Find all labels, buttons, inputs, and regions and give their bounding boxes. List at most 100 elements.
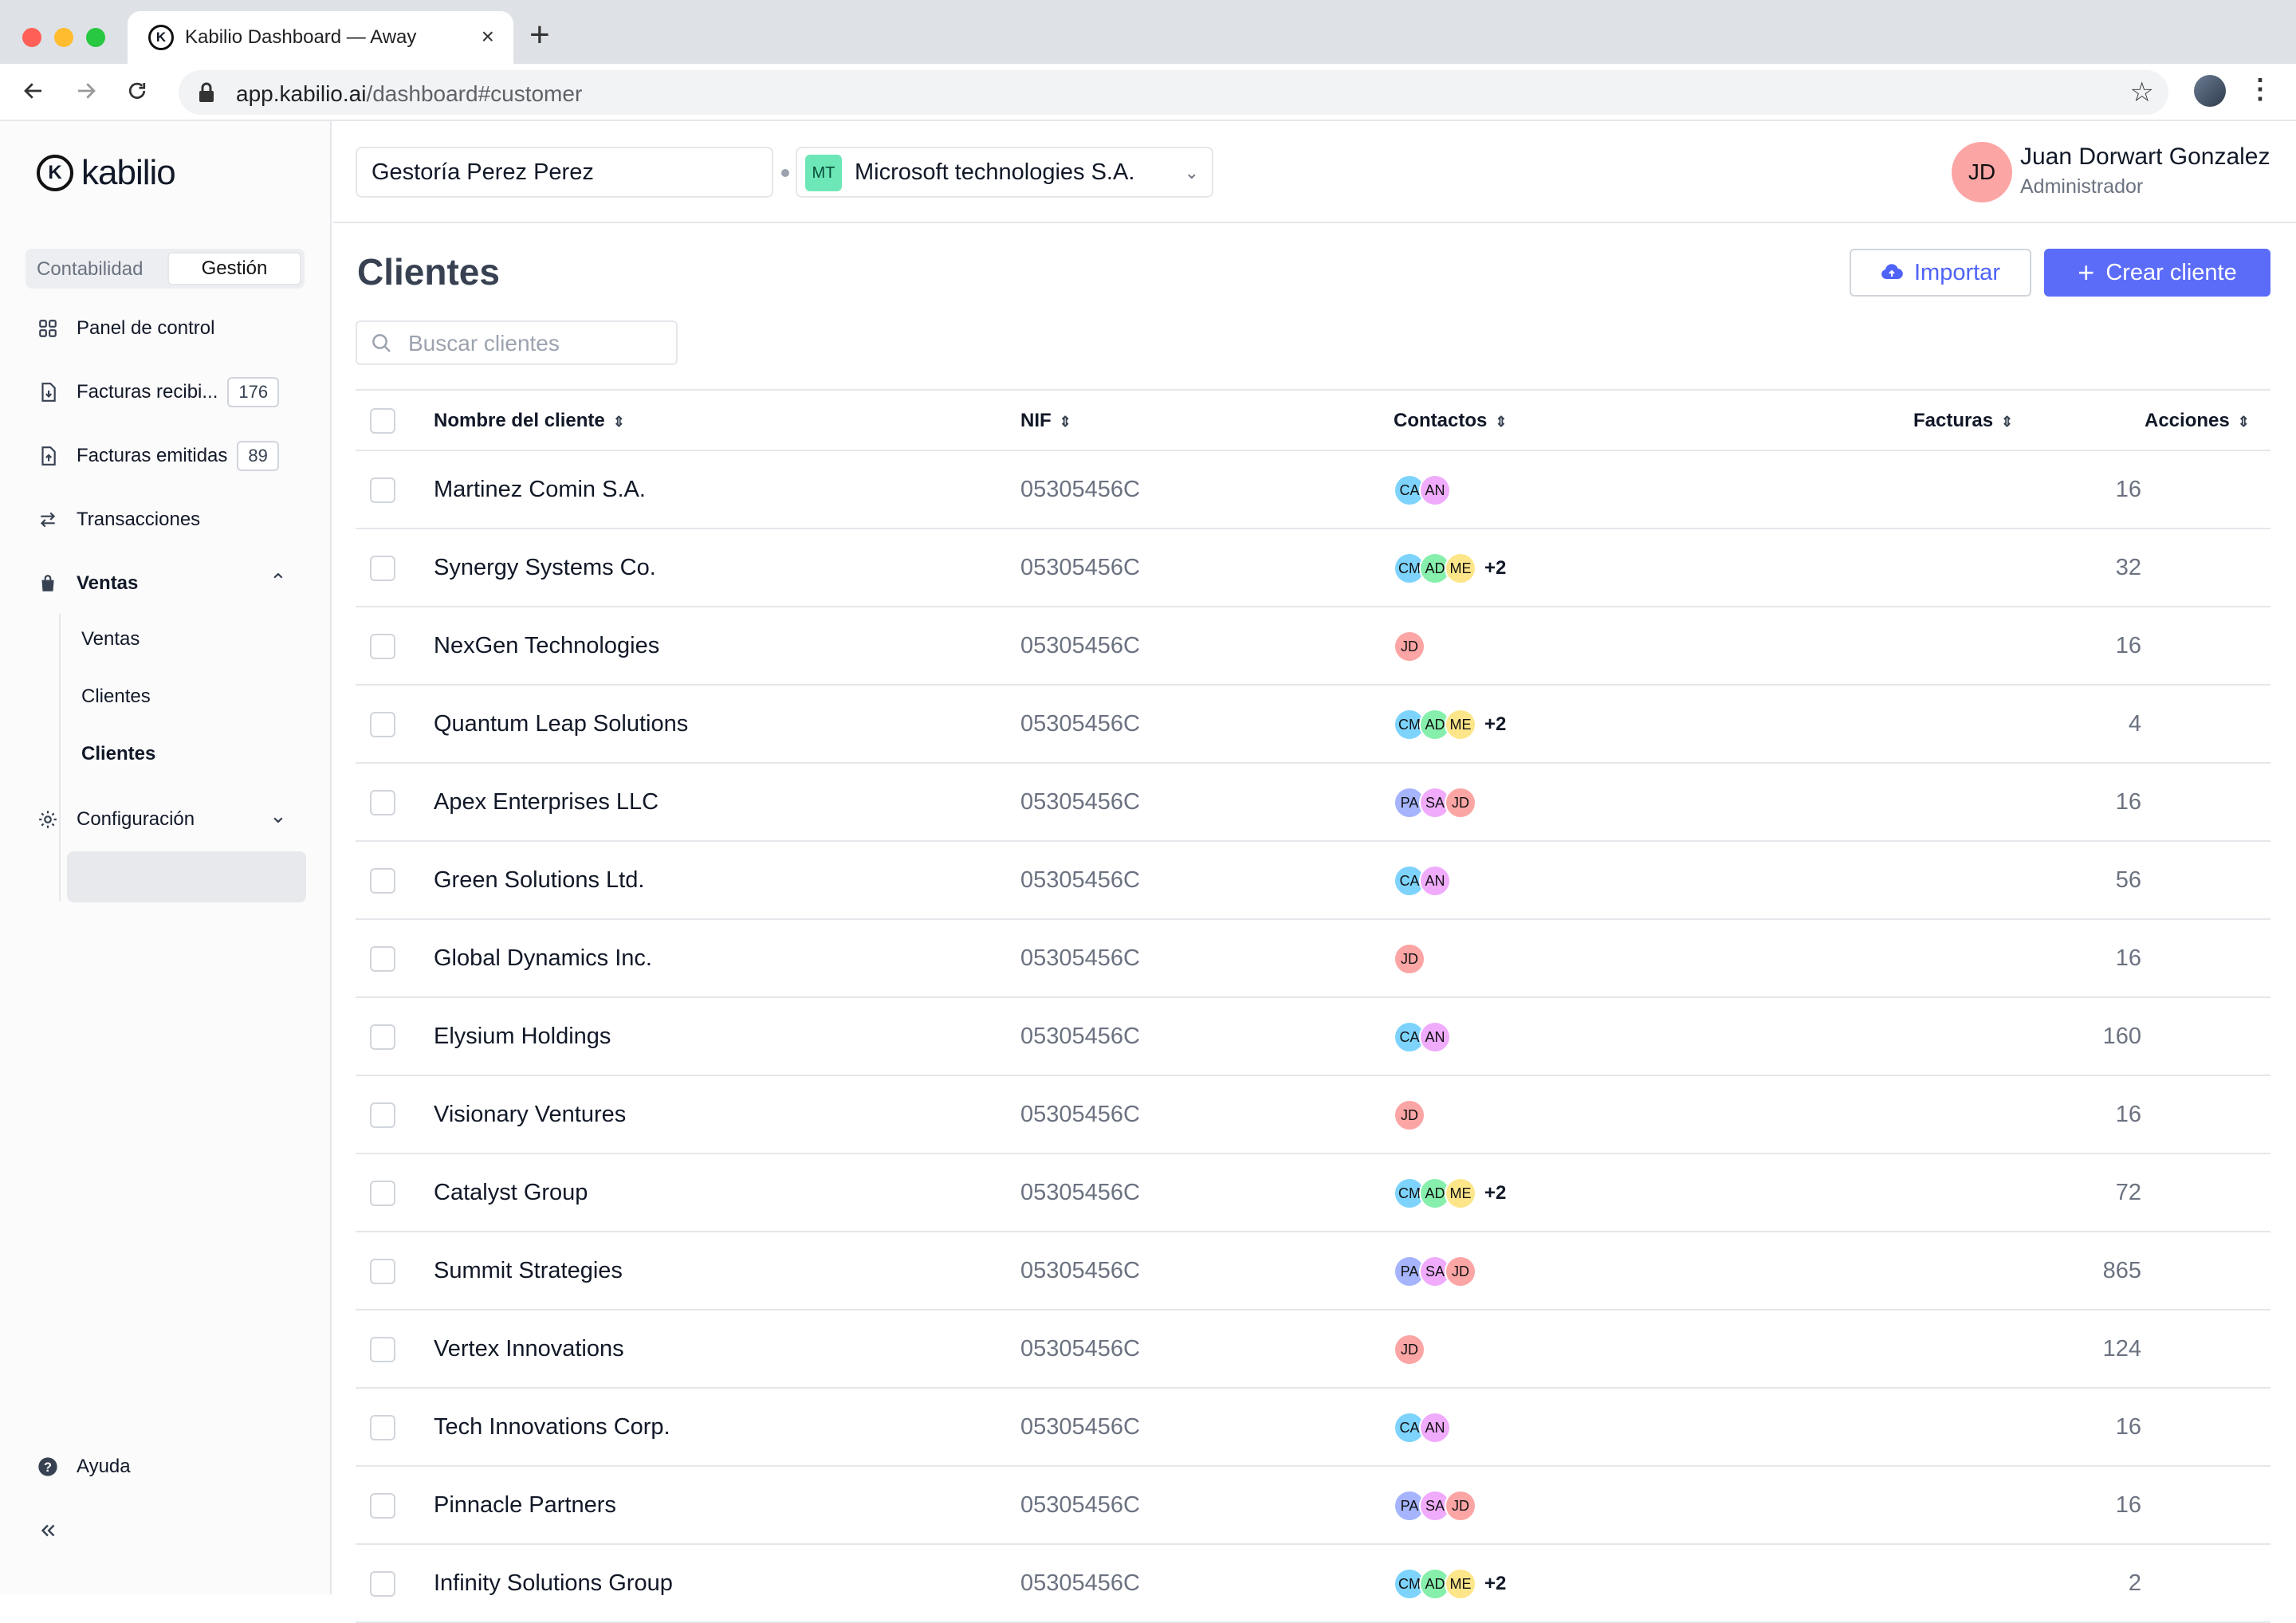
client-name[interactable]: Visionary Ventures <box>434 1102 627 1127</box>
client-name[interactable]: Global Dynamics Inc. <box>434 945 652 971</box>
table-row[interactable]: Apex Enterprises LLC 05305456C PA SA JD 16 <box>356 764 2270 842</box>
contacts-avatars[interactable]: JD <box>1394 942 1425 976</box>
contacts-avatars[interactable]: JD <box>1394 630 1425 663</box>
segment-gestion[interactable]: Gestión <box>167 252 301 285</box>
row-checkbox[interactable] <box>370 868 395 894</box>
bookmark-star-icon[interactable]: ☆ <box>2129 77 2154 108</box>
client-name[interactable]: Green Solutions Ltd. <box>434 867 645 893</box>
chevron-up-icon[interactable]: ⌃ <box>269 569 287 593</box>
table-row[interactable]: Tech Innovations Corp. 05305456C CA AN 16 <box>356 1389 2270 1467</box>
kabilio-logo[interactable]: K kabilio <box>37 153 176 193</box>
client-name[interactable]: NexGen Technologies <box>434 633 660 658</box>
client-name[interactable]: Apex Enterprises LLC <box>434 789 659 815</box>
sidebar-item-facturas-recibidas[interactable]: Facturas recibi... 176 <box>35 375 280 410</box>
table-row[interactable]: Global Dynamics Inc. 05305456C JD 16 <box>356 920 2270 998</box>
contacts-avatars[interactable]: JD <box>1394 1098 1425 1132</box>
sidebar-item-panel-de-control[interactable]: Panel de control <box>35 311 214 346</box>
client-selector[interactable]: MT Microsoft technologies S.A. ⌄ <box>796 147 1213 198</box>
row-checkbox[interactable] <box>370 1181 395 1206</box>
table-row[interactable]: Pinnacle Partners 05305456C PA SA JD 16 <box>356 1467 2270 1545</box>
user-avatar[interactable]: JD <box>1952 142 2012 202</box>
row-checkbox[interactable] <box>370 1024 395 1050</box>
client-name[interactable]: Martinez Comin S.A. <box>434 477 646 502</box>
client-name[interactable]: Summit Strategies <box>434 1258 623 1283</box>
row-checkbox[interactable] <box>370 1493 395 1519</box>
client-name[interactable]: Elysium Holdings <box>434 1024 611 1049</box>
contacts-avatars[interactable]: CA AN <box>1394 1411 1451 1444</box>
segment-contabilidad[interactable]: Contabilidad <box>37 258 144 280</box>
row-checkbox[interactable] <box>370 556 395 581</box>
submenu-item-clientes-active[interactable]: Clientes <box>81 743 156 764</box>
table-row[interactable]: Elysium Holdings 05305456C CA AN 160 <box>356 998 2270 1076</box>
client-name[interactable]: Quantum Leap Solutions <box>434 711 689 737</box>
client-name[interactable]: Catalyst Group <box>434 1180 588 1205</box>
table-row[interactable]: Synergy Systems Co. 05305456C CM AD ME +2 32 <box>356 529 2270 607</box>
collapse-sidebar-button[interactable] <box>35 1513 77 1548</box>
forward-button[interactable] <box>70 75 102 107</box>
browser-profile-avatar[interactable] <box>2194 75 2226 107</box>
window-minimize-button[interactable] <box>54 28 73 47</box>
sidebar-item-ayuda[interactable]: ? Ayuda <box>35 1449 131 1484</box>
sidebar-item-transacciones[interactable]: Transacciones <box>35 502 200 537</box>
table-row[interactable]: Infinity Solutions Group 05305456C CM AD ME +… <box>356 1545 2270 1623</box>
column-header-nombre[interactable]: Nombre del cliente ⇕ <box>434 410 625 431</box>
select-all-checkbox[interactable] <box>370 408 395 434</box>
contacts-avatars[interactable]: JD <box>1394 1333 1425 1366</box>
address-bar[interactable]: app.kabilio.ai/dashboard#customer ☆ <box>179 70 2168 115</box>
row-checkbox[interactable] <box>370 634 395 659</box>
table-row[interactable]: Catalyst Group 05305456C CM AD ME +2 72 <box>356 1154 2270 1232</box>
contacts-avatars[interactable]: CM AD ME +2 <box>1394 552 1506 585</box>
chevron-down-icon[interactable]: ⌄ <box>269 804 287 827</box>
browser-menu-icon[interactable]: ⋮ <box>2247 74 2274 104</box>
contacts-avatars[interactable]: PA SA JD <box>1394 1489 1476 1523</box>
table-row[interactable]: Quantum Leap Solutions 05305456C CM AD ME +2 4 <box>356 686 2270 764</box>
submenu-item-ventas[interactable]: Ventas <box>81 628 140 650</box>
contacts-avatars[interactable]: CM AD ME +2 <box>1394 708 1506 741</box>
contacts-avatars[interactable]: CA AN <box>1394 474 1451 507</box>
client-name[interactable]: Vertex Innovations <box>434 1336 624 1362</box>
contacts-avatars[interactable]: PA SA JD <box>1394 786 1476 819</box>
client-name[interactable]: Synergy Systems Co. <box>434 555 656 580</box>
contacts-avatars[interactable]: CA AN <box>1394 864 1451 898</box>
reload-button[interactable] <box>121 75 153 107</box>
client-name[interactable]: Infinity Solutions Group <box>434 1570 673 1596</box>
sidebar-item-facturas-emitidas[interactable]: Facturas emitidas 89 <box>35 438 279 474</box>
client-name[interactable]: Pinnacle Partners <box>434 1492 616 1518</box>
browser-tab[interactable]: K Kabilio Dashboard — Away × <box>128 11 513 64</box>
column-header-nif[interactable]: NIF ⇕ <box>1020 410 1071 431</box>
row-checkbox[interactable] <box>370 1102 395 1128</box>
client-name[interactable]: Tech Innovations Corp. <box>434 1414 670 1440</box>
create-client-button[interactable]: + Crear cliente <box>2044 249 2270 297</box>
table-row[interactable]: Visionary Ventures 05305456C JD 16 <box>356 1076 2270 1154</box>
contacts-avatars[interactable]: CA AN <box>1394 1020 1451 1054</box>
window-close-button[interactable] <box>22 28 41 47</box>
row-checkbox[interactable] <box>370 1259 395 1284</box>
row-checkbox[interactable] <box>370 477 395 503</box>
new-tab-button[interactable]: + <box>529 15 550 54</box>
table-row[interactable]: NexGen Technologies 05305456C JD 16 <box>356 607 2270 686</box>
search-input[interactable] <box>408 330 663 357</box>
row-checkbox[interactable] <box>370 712 395 737</box>
contacts-avatars[interactable]: PA SA JD <box>1394 1255 1476 1288</box>
table-row[interactable]: Green Solutions Ltd. 05305456C CA AN 56 <box>356 842 2270 920</box>
table-row[interactable]: Martinez Comin S.A. 05305456C CA AN 16 <box>356 451 2270 529</box>
import-button[interactable]: Importar <box>1850 249 2031 297</box>
company-selector[interactable]: Gestoría Perez Perez <box>356 147 773 198</box>
row-checkbox[interactable] <box>370 790 395 815</box>
column-header-acciones[interactable]: Acciones ⇕ <box>2145 410 2250 431</box>
sidebar-item-ventas[interactable]: Ventas <box>35 566 138 601</box>
column-header-facturas[interactable]: Facturas ⇕ <box>1913 410 2014 431</box>
row-checkbox[interactable] <box>370 946 395 972</box>
tab-close-icon[interactable]: × <box>481 24 494 49</box>
row-checkbox[interactable] <box>370 1337 395 1362</box>
table-row[interactable]: Vertex Innovations 05305456C JD 124 <box>356 1311 2270 1389</box>
row-checkbox[interactable] <box>370 1571 395 1597</box>
contacts-avatars[interactable]: CM AD ME +2 <box>1394 1177 1506 1210</box>
row-checkbox[interactable] <box>370 1415 395 1440</box>
window-maximize-button[interactable] <box>86 28 105 47</box>
table-row[interactable]: Summit Strategies 05305456C PA SA JD 865 <box>356 1232 2270 1311</box>
submenu-item-clientes[interactable]: Clientes <box>81 686 151 707</box>
contacts-avatars[interactable]: CM AD ME +2 <box>1394 1567 1506 1601</box>
column-header-contactos[interactable]: Contactos ⇕ <box>1394 410 1508 431</box>
sidebar-item-configuracion[interactable]: Configuración <box>35 802 195 837</box>
